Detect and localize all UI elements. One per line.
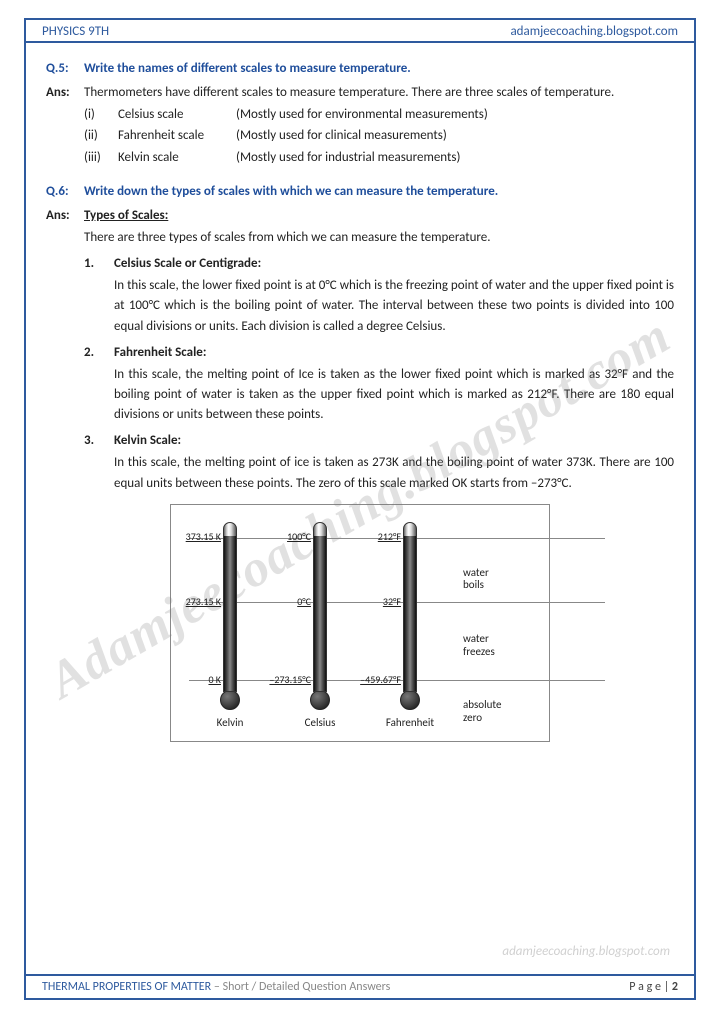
temperature-label: 0 K: [208, 672, 221, 688]
answer-5: Ans: Thermometers have different scales …: [46, 83, 674, 103]
item-name: Fahrenheit scale: [118, 126, 236, 146]
item-name: Celsius scale: [118, 105, 236, 125]
thermometer-column: 373.15 K 273.15 K 0 K Kelvin: [185, 522, 275, 731]
question-6: Q.6: Write down the types of scales with…: [46, 182, 674, 202]
thermometer-diagram: 373.15 K 273.15 K 0 K Kelvin 100°C 0°C –273.15…: [170, 504, 550, 742]
q6-label: Q.6:: [46, 182, 84, 202]
footer-subtitle: – Short / Detailed Question Answers: [211, 980, 390, 994]
section-body: In this scale, the melting point of ice …: [114, 453, 674, 493]
q5-label: Q.5:: [46, 59, 84, 79]
q5-scale-list: (i) Celsius scale (Mostly used for envir…: [84, 105, 674, 167]
header-right: adamjeecoaching.blogspot.com: [510, 24, 678, 39]
list-item: (iii) Kelvin scale (Mostly used for indu…: [84, 148, 674, 168]
temperature-label: 212°F: [378, 529, 401, 545]
ans-label: Ans:: [46, 83, 84, 103]
reference-label: waterfreezes: [463, 633, 535, 658]
section-title: Fahrenheit Scale:: [114, 343, 206, 363]
ans-label: Ans:: [46, 206, 84, 226]
types-heading: Types of Scales:: [84, 208, 168, 223]
page: PHYSICS 9TH adamjeecoaching.blogspot.com…: [0, 0, 720, 1018]
section-num: 3.: [84, 431, 114, 451]
footer-left: THERMAL PROPERTIES OF MATTER – Short / D…: [42, 980, 390, 994]
section-body: In this scale, the melting point of Ice …: [114, 365, 674, 425]
reference-label: waterboils: [463, 567, 535, 592]
thermometers-row: 373.15 K 273.15 K 0 K Kelvin 100°C 0°C –273.15…: [185, 521, 535, 731]
footer-right: P a g e | 2: [629, 980, 678, 994]
page-num: 2: [672, 980, 678, 994]
thermometer-bulb: [400, 690, 420, 710]
thermometer-bulb: [310, 690, 330, 710]
reference-labels: waterboils waterfreezes absolutezero: [463, 561, 535, 731]
q6-section-2: 2. Fahrenheit Scale: In this scale, the …: [84, 343, 674, 426]
item-desc: (Mostly used for environmental measureme…: [236, 105, 488, 125]
section-title: Celsius Scale or Centigrade:: [114, 254, 261, 274]
header-left: PHYSICS 9TH: [42, 24, 109, 39]
page-header: PHYSICS 9TH adamjeecoaching.blogspot.com: [26, 20, 694, 43]
q6-section-1: 1. Celsius Scale or Centigrade: In this …: [84, 254, 674, 337]
thermometer-bulb: [220, 690, 240, 710]
section-title: Kelvin Scale:: [114, 431, 181, 451]
reference-label: absolutezero: [463, 699, 535, 724]
temperature-label: –273.15°C: [269, 672, 311, 688]
q5-intro: Thermometers have different scales to me…: [84, 83, 674, 103]
temperature-label: 273.15 K: [186, 594, 221, 610]
temperature-label: –459.67°F: [360, 672, 401, 688]
temperature-label: 100°C: [287, 529, 311, 545]
thermometer-tube: [223, 522, 237, 692]
list-item: (ii) Fahrenheit scale (Mostly used for c…: [84, 126, 674, 146]
thermometer-fill: [314, 536, 326, 691]
q6-section-3: 3. Kelvin Scale: In this scale, the melt…: [84, 431, 674, 493]
thermometer-column: 212°F32°F–459.67°FFahrenheit: [365, 522, 455, 731]
item-num: (i): [84, 105, 118, 125]
thermometer-name: Kelvin: [185, 714, 275, 731]
temperature-label: 32°F: [383, 594, 401, 610]
q5-text: Write the names of different scales to m…: [84, 59, 411, 79]
thermometer-tube: [403, 522, 417, 692]
footer-topic: THERMAL PROPERTIES OF MATTER: [42, 980, 211, 994]
thermometer-tube: [313, 522, 327, 692]
section-body: In this scale, the lower fixed point is …: [114, 276, 674, 336]
page-border: PHYSICS 9TH adamjeecoaching.blogspot.com…: [24, 18, 696, 1000]
page-label: P a g e |: [629, 980, 672, 994]
section-num: 2.: [84, 343, 114, 363]
section-num: 1.: [84, 254, 114, 274]
item-desc: (Mostly used for clinical measurements): [236, 126, 447, 146]
q6-intro: There are three types of scales from whi…: [84, 228, 674, 248]
item-num: (ii): [84, 126, 118, 146]
thermometer-name: Celsius: [275, 714, 365, 731]
item-desc: (Mostly used for industrial measurements…: [236, 148, 460, 168]
answer-6: Ans: Types of Scales:: [46, 206, 674, 226]
question-5: Q.5: Write the names of different scales…: [46, 59, 674, 79]
item-name: Kelvin scale: [118, 148, 236, 168]
temperature-label: 373.15 K: [186, 529, 221, 545]
temperature-label: 0°C: [297, 594, 311, 610]
page-footer: THERMAL PROPERTIES OF MATTER – Short / D…: [26, 974, 694, 998]
list-item: (i) Celsius scale (Mostly used for envir…: [84, 105, 674, 125]
content-area: Adamjeecoaching.blogspot.com Q.5: Write …: [26, 43, 694, 974]
thermometer-fill: [404, 536, 416, 691]
thermometer-column: 100°C0°C–273.15°CCelsius: [275, 522, 365, 731]
thermometer-name: Fahrenheit: [365, 714, 455, 731]
q6-text: Write down the types of scales with whic…: [84, 182, 498, 202]
diagram-watermark: adamjeecoaching.blogspot.com: [502, 942, 670, 962]
thermometer-diagram-wrap: 373.15 K 273.15 K 0 K Kelvin 100°C 0°C –273.15…: [46, 504, 674, 742]
thermometer-fill: [224, 536, 236, 691]
item-num: (iii): [84, 148, 118, 168]
